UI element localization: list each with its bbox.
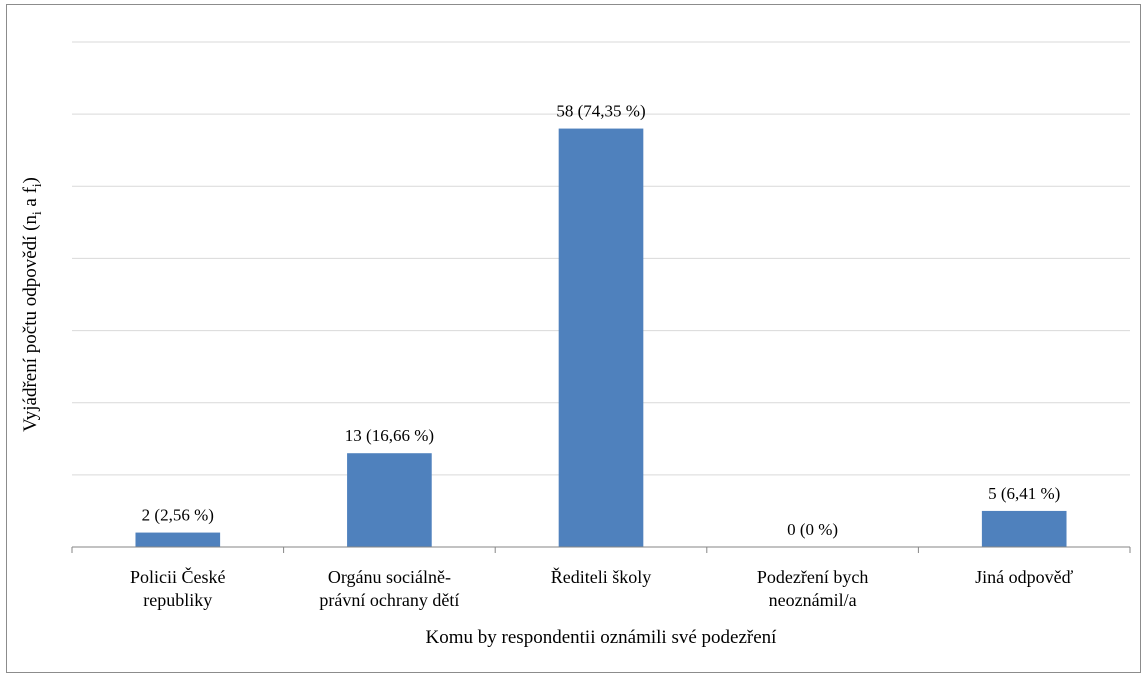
x-tick-label-line: právní ochrany dětí — [319, 590, 459, 610]
bar — [135, 532, 221, 547]
x-tick-label: Jiná odpověď — [975, 567, 1073, 587]
x-axis-title: Komu by respondentii oznámili své podezř… — [426, 627, 778, 648]
x-tick-label-line: Jiná odpověď — [975, 567, 1073, 587]
x-tick-label: Podezření bych neoznámil/a — [757, 567, 868, 610]
x-tick-label-line: Orgánu sociálně- — [328, 567, 451, 587]
y-axis-title-sub-2: i — [29, 183, 44, 187]
y-axis-title-main: Vyjádření počtu odpovědí (n — [20, 214, 41, 431]
x-tick-label-line: Policii České — [130, 566, 226, 587]
bar — [558, 128, 644, 548]
x-tick-label-line: Podezření bych — [757, 567, 868, 587]
bars — [135, 128, 1067, 548]
data-labels: 2 (2,56 %) 13 (16,66 %) 58 (74,35 %) 0 (0 %… — [142, 102, 1061, 539]
y-axis-title-sub-1: i — [29, 211, 44, 215]
data-label: 13 (16,66 %) — [345, 426, 434, 445]
x-tick-label: Policii České republiky — [130, 566, 226, 610]
data-label: 58 (74,35 %) — [556, 102, 645, 121]
x-tick-label: Řediteli školy — [551, 566, 652, 587]
data-label: 5 (6,41 %) — [988, 484, 1060, 503]
y-axis-title-mid: a f — [20, 186, 41, 211]
x-tick-label-line: neoznámil/a — [769, 590, 857, 610]
y-axis-title: Vyjádření počtu odpovědí (ni a fi) — [20, 177, 44, 432]
x-tick-labels: Policii České republiky Orgánu sociálně-pr… — [71, 547, 1131, 610]
x-tick-label-line: Řediteli školy — [551, 566, 652, 587]
y-axis-title-end: ) — [20, 177, 41, 183]
x-tick-label-line: republiky — [143, 590, 212, 610]
bar — [981, 510, 1067, 547]
data-label: 0 (0 %) — [787, 520, 838, 539]
data-label: 2 (2,56 %) — [142, 506, 214, 525]
x-tick-label: Orgánu sociálně-právní ochrany dětí — [319, 567, 459, 610]
bar — [347, 453, 432, 547]
